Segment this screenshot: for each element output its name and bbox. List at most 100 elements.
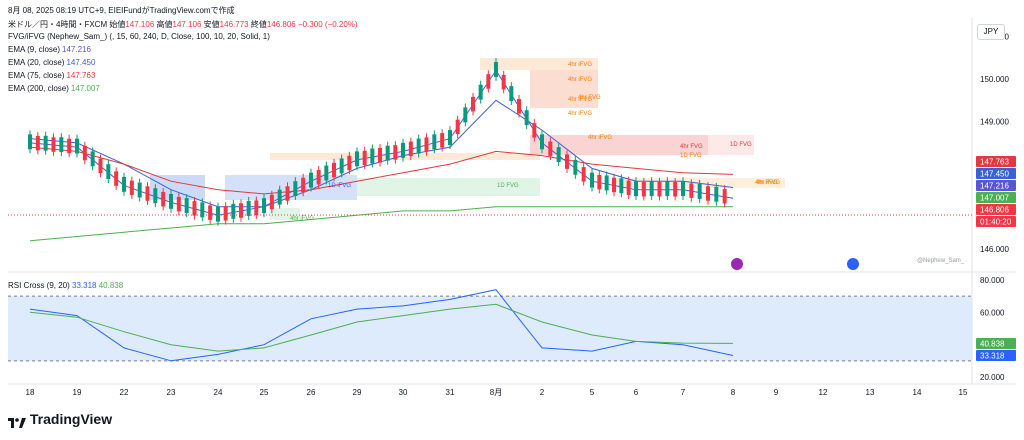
candle-body — [448, 130, 452, 145]
legend-ema9[interactable]: EMA (9, close) 147.216 — [8, 45, 91, 54]
fvg-zone-10 — [270, 208, 300, 220]
candle-body — [216, 206, 220, 222]
fvg-label: 4hr iFVG — [588, 135, 612, 141]
legend-fvg-label: FVG/iFVG (Nephew_Sam_) (, 15, 60, 240, D… — [8, 32, 270, 41]
legend-ema9-label: EMA (9, close) — [8, 45, 61, 54]
candle-body — [90, 151, 95, 167]
candle-body — [75, 138, 79, 154]
candle-body — [689, 183, 694, 198]
ohlc-legend: 米ドル／円・4時間・FXCM 始値147.106 高値147.106 安値146… — [8, 19, 358, 30]
candle-body — [548, 141, 553, 157]
fvg-zone-4 — [480, 58, 598, 70]
candle-body — [28, 134, 32, 150]
candle-body — [161, 191, 166, 207]
candle-body — [641, 182, 646, 197]
rsi-value2: 40.838 — [98, 281, 124, 290]
legend-ema200[interactable]: EMA (200, close) 147.007 — [8, 84, 100, 93]
price-tag-label: 146.806 — [980, 206, 1009, 215]
candle-body — [192, 201, 197, 216]
time-axis-label: 7 — [681, 388, 686, 397]
candle-body — [581, 167, 586, 182]
candle-body — [324, 165, 329, 181]
rsi-line-1 — [29, 289, 734, 362]
rsi-line-2 — [29, 303, 734, 352]
candle-body — [706, 186, 710, 201]
price-tag — [976, 168, 1016, 179]
ema-line-4 — [29, 206, 733, 242]
candle-body — [145, 186, 150, 201]
price-tag-label: 01:40:20 — [980, 218, 1012, 227]
candle-body — [393, 145, 398, 160]
candle-body — [51, 137, 56, 152]
rsi-label: RSI Cross (9, 20) — [8, 281, 70, 290]
candle-body — [332, 162, 336, 178]
fvg-label: 4hr iFVG — [568, 111, 592, 117]
legend-ema75[interactable]: EMA (75, close) 147.763 — [8, 71, 95, 80]
legend-ema9-value: 147.216 — [62, 45, 91, 54]
candle-body — [657, 182, 662, 197]
candle-body — [517, 99, 521, 114]
candle-body — [424, 137, 429, 152]
candle-body — [378, 147, 382, 163]
price-tag — [976, 156, 1016, 167]
price-tag-label: 147.450 — [980, 170, 1009, 179]
time-axis-label: 14 — [913, 388, 922, 397]
legend-ema200-label: EMA (200, close) — [8, 84, 69, 93]
fvg-label: 1D FVG — [730, 142, 752, 148]
price-tag-label: 147.763 — [980, 158, 1009, 167]
candle-body — [714, 186, 719, 202]
fvg-zone-3 — [357, 178, 540, 196]
close-label: 終値 — [250, 20, 267, 29]
ema-line-3 — [29, 146, 734, 195]
fvg-zone-7 — [530, 135, 708, 155]
symbol-line[interactable]: 米ドル／円・4時間・FXCM — [8, 20, 108, 29]
fvg-label: 4hr FVG — [680, 144, 703, 150]
candle-body — [408, 141, 413, 157]
candle-body — [43, 135, 48, 151]
rsi-axis-label: 20.000 — [980, 373, 1005, 382]
candle-body — [301, 177, 306, 193]
candle-body — [432, 134, 437, 150]
price-tag-label: 147.216 — [980, 182, 1009, 191]
legend-ema75-value: 147.763 — [66, 71, 96, 80]
candle-body — [347, 155, 352, 171]
legend-fvg[interactable]: FVG/iFVG (Nephew_Sam_) (, 15, 60, 240, D… — [8, 32, 270, 41]
currency-button[interactable]: JPY — [977, 24, 1005, 40]
candle-body — [722, 189, 727, 204]
candle-body — [597, 174, 602, 190]
fvg-label: 4hr iFVG — [568, 77, 592, 83]
fvg-label: 4hr FVG — [578, 95, 601, 101]
time-axis-label: 5 — [590, 388, 595, 397]
candle-body — [254, 200, 259, 215]
legend-ema20[interactable]: EMA (20, close) 147.450 — [8, 58, 95, 67]
header-timestamp: 8月 08, 2025 08:19 UTC+9, EIEIFundがTradin… — [8, 6, 235, 15]
candle-body — [556, 147, 561, 163]
tradingview-logo[interactable]: TradingView — [8, 411, 112, 429]
candle-body — [339, 158, 344, 174]
candle-body — [501, 74, 506, 90]
time-axis-label: 29 — [353, 388, 362, 397]
candle-body — [649, 181, 654, 197]
legend-ema75-label: EMA (75, close) — [8, 71, 65, 80]
fvg-zone-1 — [225, 175, 357, 200]
legend-ema20-label: EMA (20, close) — [8, 58, 65, 67]
tv-logo-icon — [8, 415, 26, 429]
legend-ema200-value: 147.007 — [70, 84, 100, 93]
candle-body — [673, 182, 678, 197]
time-axis-label: 24 — [214, 388, 223, 397]
candle-body — [269, 194, 274, 210]
candle-body — [231, 203, 236, 219]
candle-body — [665, 181, 670, 197]
candle-body — [153, 188, 158, 204]
time-axis-label: 31 — [446, 388, 455, 397]
time-axis-label: 18 — [26, 388, 35, 397]
rsi-band — [8, 296, 972, 361]
price-axis-label: 149.000 — [980, 118, 1009, 127]
fvg-label: 1D iFVG — [328, 183, 351, 189]
candle-body — [494, 62, 498, 77]
rsi-value1: 33.318 — [72, 281, 97, 290]
candle-body — [129, 180, 134, 196]
rsi-legend[interactable]: RSI Cross (9, 20) 33.318 40.838 — [8, 281, 123, 290]
price-tag-label: 147.007 — [980, 194, 1009, 203]
